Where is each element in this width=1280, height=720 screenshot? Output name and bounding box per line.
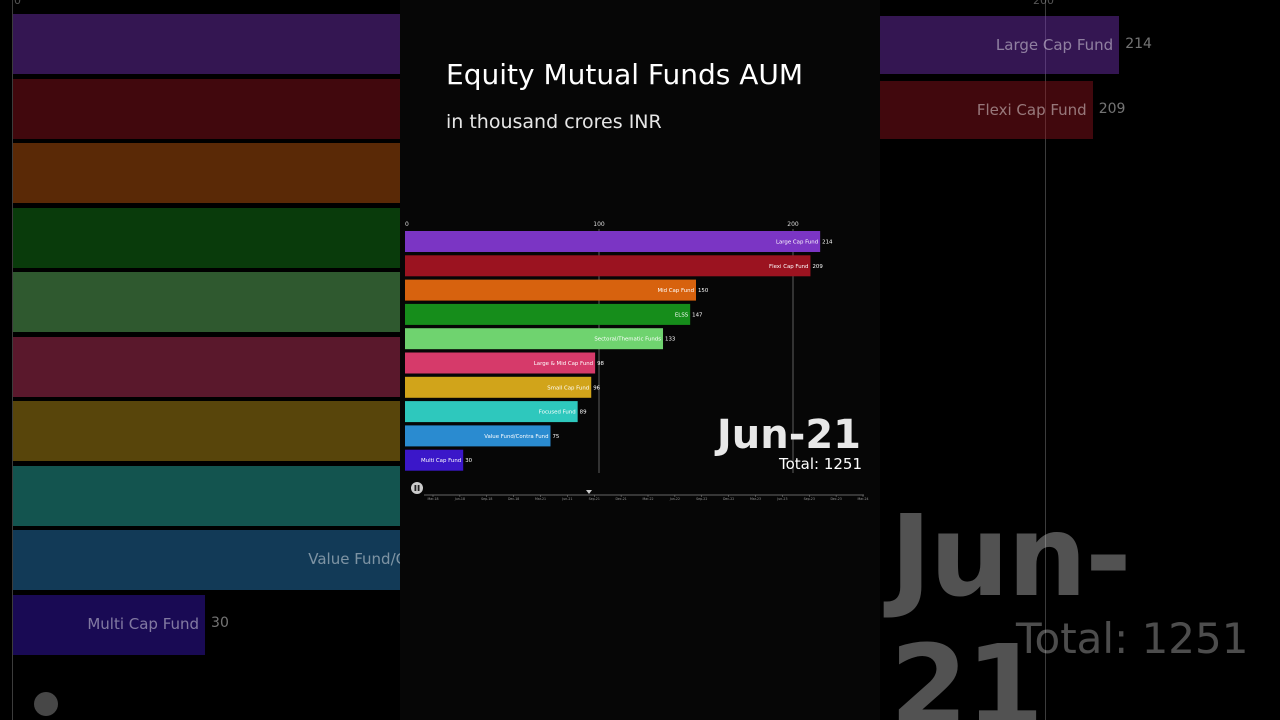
timeline-label: Sep-22 xyxy=(696,497,707,501)
bg-bar-value: 209 xyxy=(1098,101,1126,117)
bg-bar xyxy=(13,78,400,139)
bg-bar-label: Multi Cap Fund xyxy=(87,614,200,633)
bg-pause-icon xyxy=(34,692,58,716)
timeline-label: Jun-18 xyxy=(454,497,465,501)
x-tick-label: 0 xyxy=(405,221,409,228)
bg-bar xyxy=(13,594,206,655)
bar-value: 209 xyxy=(812,264,823,270)
bar-value: 98 xyxy=(597,361,604,367)
bar xyxy=(405,328,664,350)
timeline-label: Mar-21 xyxy=(535,497,546,501)
timeline-label: Sep-18 xyxy=(481,497,492,501)
bar-label: Large & Mid Cap Fund xyxy=(534,361,593,367)
x-tick-label: 200 xyxy=(787,221,799,228)
bar-label: Multi Cap Fund xyxy=(421,458,461,464)
bar-value: 75 xyxy=(553,434,560,440)
bar xyxy=(405,352,596,374)
pause-bar xyxy=(417,485,420,491)
bg-bar xyxy=(880,16,1120,74)
date-label: Jun-21 xyxy=(714,412,861,458)
bar-label: Value Fund/Contra Fund xyxy=(484,434,548,440)
bg-bar xyxy=(13,272,400,332)
bar-value: 96 xyxy=(593,385,600,391)
bar-value: 214 xyxy=(822,240,833,246)
total-label: Total: 1251 xyxy=(778,455,862,473)
bar xyxy=(405,401,578,423)
pause-bar xyxy=(414,485,417,491)
timeline-marker[interactable] xyxy=(586,490,592,494)
bg-bar-label: Flexi Cap Fund xyxy=(976,101,1087,119)
bar xyxy=(405,231,821,252)
bar-label: Small Cap Fund xyxy=(547,385,589,391)
bar xyxy=(405,425,551,447)
bar-value: 147 xyxy=(692,312,702,318)
bg-bar xyxy=(13,14,400,74)
bg-bar xyxy=(880,81,1093,139)
timeline-label: Jun-23 xyxy=(776,497,787,501)
bg-tick-label: 0 xyxy=(14,0,21,7)
bg-total-label: Total: 1251 xyxy=(1016,614,1249,663)
timeline-label: Mar-24 xyxy=(857,497,868,501)
timeline-label: Jun-21 xyxy=(561,497,572,501)
bg-bar-label: Value Fund/Contra Fund xyxy=(308,550,400,568)
bg-date-label: Jun-21 xyxy=(890,492,1132,720)
chart-subtitle: in thousand crores INR xyxy=(446,111,662,133)
bg-bar xyxy=(13,401,400,461)
bar xyxy=(405,449,464,471)
background-right-panel: 200 Large Cap Fund 214 Flexi Cap Fund 209 Jun… xyxy=(880,0,1280,720)
bar-label: Flexi Cap Fund xyxy=(769,264,808,270)
bg-bar-value: 30 xyxy=(211,614,229,631)
bar-label: Large Cap Fund xyxy=(776,240,818,246)
timeline-label: Dec-18 xyxy=(508,497,519,501)
bg-axis-line xyxy=(12,0,13,720)
timeline-label: Dec-22 xyxy=(723,497,734,501)
bar xyxy=(405,279,696,301)
bar-label: Sectoral/Thematic Funds xyxy=(594,337,661,343)
timeline-label: Dec-21 xyxy=(615,497,626,501)
pause-icon[interactable] xyxy=(411,482,423,494)
bar-value: 133 xyxy=(665,337,675,343)
timeline-label: Dec-23 xyxy=(830,497,841,501)
bg-bar-label: Large Cap Fund xyxy=(995,36,1114,54)
bg-bar xyxy=(13,465,400,526)
bar xyxy=(405,255,811,277)
video-panel: Equity Mutual Funds AUM in thousand cror… xyxy=(400,0,880,720)
chart-title: Equity Mutual Funds AUM xyxy=(446,58,804,91)
bg-bar xyxy=(13,143,400,203)
bar-label: Focused Fund xyxy=(539,410,576,416)
bar-value: 89 xyxy=(580,410,587,416)
bar-label: Mid Cap Fund xyxy=(657,288,694,294)
bar-value: 30 xyxy=(465,458,472,464)
timeline-label: Sep-21 xyxy=(589,497,600,501)
pause-button-bg[interactable] xyxy=(411,482,423,494)
bg-bar-value: 214 xyxy=(1125,36,1152,52)
bar-chart-race: 0 100 200 Large Cap Fund 214 Flexi Cap Fund 20… xyxy=(405,221,869,501)
bar xyxy=(405,303,691,325)
timeline-label: Mar-18 xyxy=(427,497,438,501)
bar xyxy=(405,376,592,398)
bar-value: 150 xyxy=(698,288,709,294)
bar-label: ELSS xyxy=(675,312,689,318)
bg-bar xyxy=(13,207,400,268)
bg-tick-label: 200 xyxy=(1033,0,1054,7)
timeline-label: Mar-22 xyxy=(642,497,653,501)
timeline-label: Jun-22 xyxy=(669,497,680,501)
timeline-label: Sep-23 xyxy=(804,497,815,501)
bg-gridline xyxy=(1045,0,1046,720)
bg-bar xyxy=(13,336,400,397)
timeline-label: Mar-23 xyxy=(750,497,761,501)
x-tick-label: 100 xyxy=(593,221,605,228)
bg-bar xyxy=(13,530,400,590)
